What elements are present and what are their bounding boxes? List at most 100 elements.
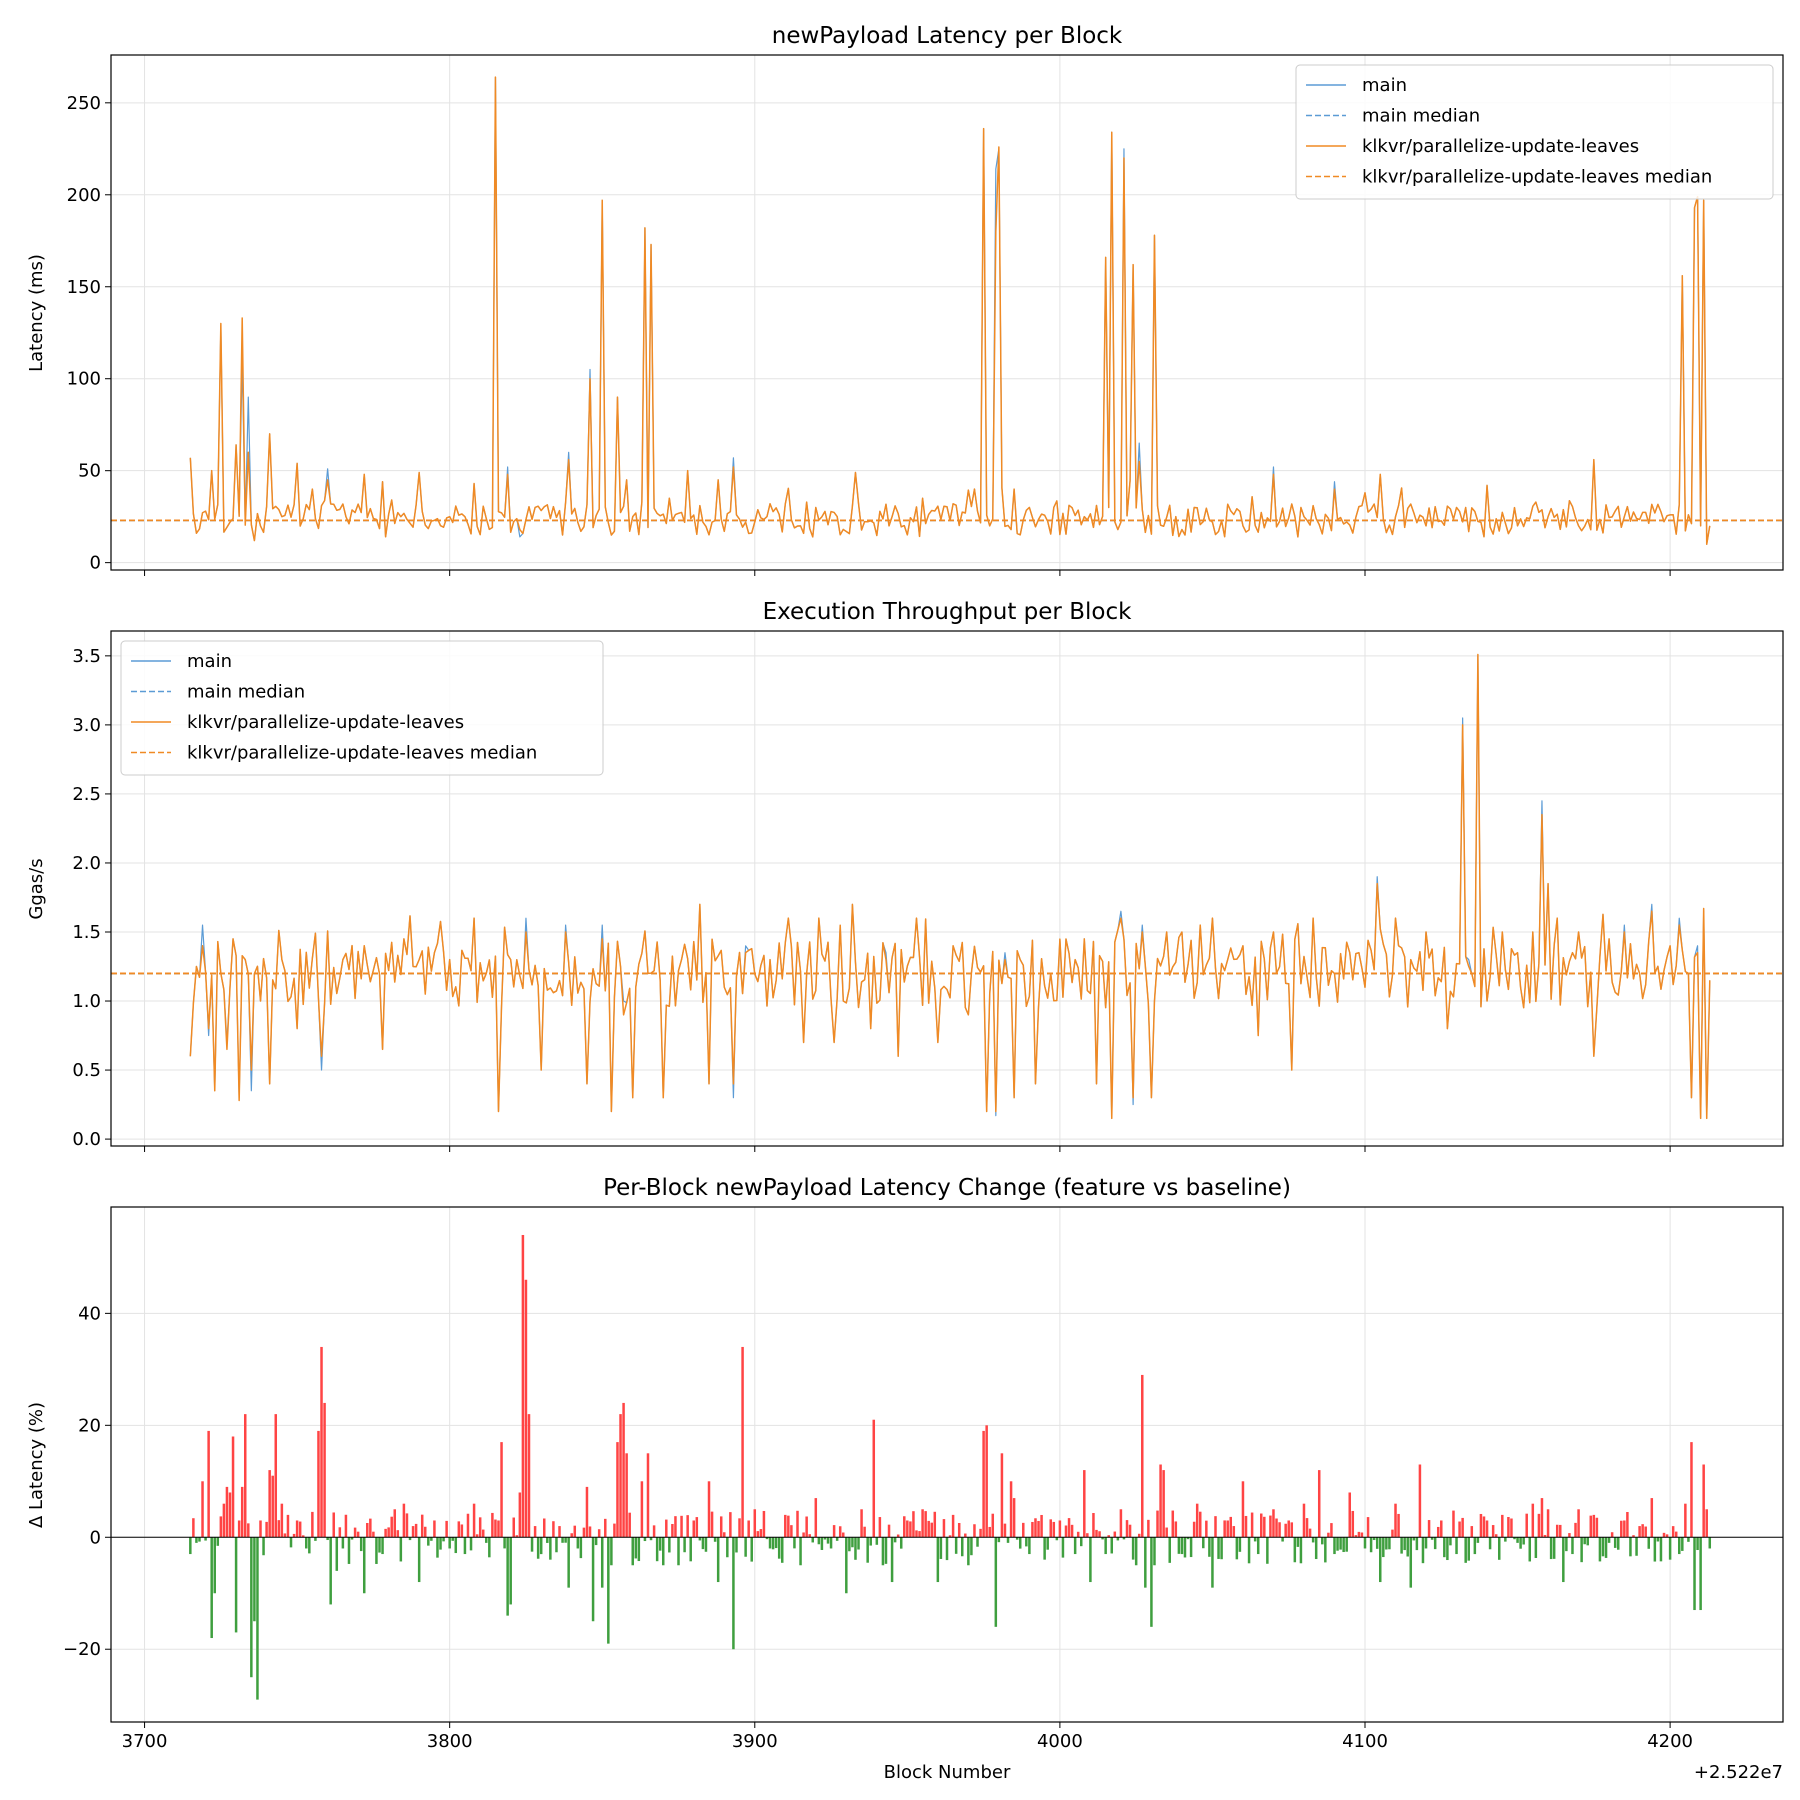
delta-bar	[1131, 1537, 1135, 1560]
delta-bar	[1607, 1537, 1611, 1543]
delta-bar	[1208, 1537, 1211, 1557]
delta-bar	[433, 1520, 436, 1538]
delta-bar	[436, 1537, 439, 1558]
delta-bar	[927, 1520, 930, 1538]
delta-bar	[1180, 1537, 1184, 1555]
x-tick-label: 3700	[122, 1731, 168, 1752]
delta-bar	[1076, 1531, 1080, 1538]
delta-bar	[1299, 1537, 1303, 1564]
delta-bar	[646, 1453, 650, 1538]
delta-bar	[713, 1537, 717, 1542]
delta-bar	[1043, 1537, 1046, 1560]
delta-bar	[1314, 1537, 1318, 1560]
delta-bar	[192, 1518, 195, 1538]
delta-bar	[756, 1531, 760, 1538]
delta-bar	[448, 1537, 451, 1549]
delta-bar	[1705, 1509, 1708, 1538]
delta-bar	[683, 1537, 686, 1553]
delta-bar	[396, 1530, 400, 1538]
delta-bar	[1470, 1526, 1474, 1538]
delta-bar	[1311, 1537, 1315, 1543]
delta-bar	[1192, 1521, 1196, 1538]
delta-bar	[1061, 1537, 1065, 1558]
delta-bar	[1525, 1513, 1528, 1538]
delta-bar	[283, 1533, 287, 1538]
delta-bar	[1351, 1510, 1355, 1538]
legend-label: main	[187, 651, 232, 672]
delta-bar	[1357, 1531, 1361, 1538]
delta-bar	[1269, 1515, 1272, 1538]
delta-bar	[1253, 1537, 1257, 1542]
delta-bar	[692, 1520, 696, 1538]
delta-bar	[1485, 1520, 1489, 1538]
delta-bar	[292, 1533, 296, 1538]
delta-bar	[445, 1520, 448, 1538]
delta-bar	[738, 1518, 741, 1538]
delta-bar	[674, 1516, 677, 1538]
delta-bar	[1427, 1520, 1431, 1538]
delta-bar	[1290, 1522, 1294, 1538]
delta-bar	[982, 1430, 985, 1538]
delta-bar	[1516, 1537, 1519, 1543]
delta-bar	[768, 1537, 772, 1549]
delta-bar	[1080, 1537, 1083, 1547]
delta-bar	[616, 1442, 619, 1538]
delta-bar	[1528, 1537, 1532, 1562]
delta-bar	[1037, 1520, 1040, 1538]
delta-bar	[1256, 1537, 1260, 1555]
delta-bar	[1162, 1470, 1165, 1538]
delta-bar	[1647, 1537, 1650, 1549]
delta-bar	[1513, 1537, 1516, 1540]
delta-bar	[320, 1346, 323, 1538]
delta-bar	[716, 1537, 720, 1583]
delta-bar	[1260, 1513, 1263, 1538]
delta-bar	[1281, 1537, 1284, 1542]
delta-bar	[1372, 1537, 1376, 1541]
plot-area: 0 50 100 150 200 250	[67, 54, 1784, 576]
delta-bar	[814, 1498, 818, 1538]
delta-bar	[430, 1537, 433, 1541]
delta-bar	[1620, 1520, 1623, 1538]
delta-bar	[643, 1537, 647, 1542]
delta-bar	[305, 1537, 308, 1549]
delta-bar	[1552, 1537, 1556, 1559]
delta-bar	[1458, 1521, 1461, 1538]
delta-bar	[576, 1537, 580, 1549]
delta-bar	[481, 1529, 485, 1538]
delta-bar	[573, 1525, 577, 1538]
delta-bar	[1388, 1537, 1391, 1550]
delta-bar	[1244, 1515, 1248, 1538]
delta-bar	[326, 1537, 329, 1541]
delta-bar	[268, 1470, 271, 1538]
delta-bar	[1000, 1453, 1004, 1538]
legend-label: klkvr/parallelize-update-leaves	[187, 712, 464, 733]
delta-bar	[1055, 1537, 1059, 1541]
delta-bar	[604, 1518, 607, 1538]
delta-bar	[475, 1534, 479, 1538]
delta-bar	[411, 1526, 415, 1538]
delta-bar	[564, 1537, 567, 1543]
delta-bar	[414, 1523, 418, 1538]
delta-bar	[750, 1537, 753, 1562]
delta-bar	[1287, 1520, 1290, 1538]
delta-bar	[1592, 1514, 1596, 1538]
delta-bar	[408, 1537, 412, 1541]
delta-bar	[1153, 1537, 1156, 1566]
delta-bar	[1650, 1498, 1654, 1538]
delta-bar	[1379, 1537, 1382, 1583]
x-tick-label: 4100	[1342, 1731, 1388, 1752]
delta-bar	[1333, 1537, 1336, 1555]
delta-bar	[552, 1521, 555, 1538]
delta-bar	[454, 1537, 458, 1554]
delta-bar	[936, 1537, 940, 1583]
delta-bar	[332, 1512, 335, 1538]
delta-bar	[1095, 1529, 1098, 1538]
delta-bar	[356, 1531, 360, 1538]
delta-bar	[729, 1512, 732, 1538]
delta-bar	[1488, 1537, 1492, 1550]
delta-bar	[1653, 1537, 1657, 1562]
y-tick-label: 150	[67, 277, 101, 298]
legend-label: main median	[187, 682, 305, 703]
delta-bar	[463, 1537, 467, 1555]
delta-bar	[1568, 1533, 1571, 1538]
